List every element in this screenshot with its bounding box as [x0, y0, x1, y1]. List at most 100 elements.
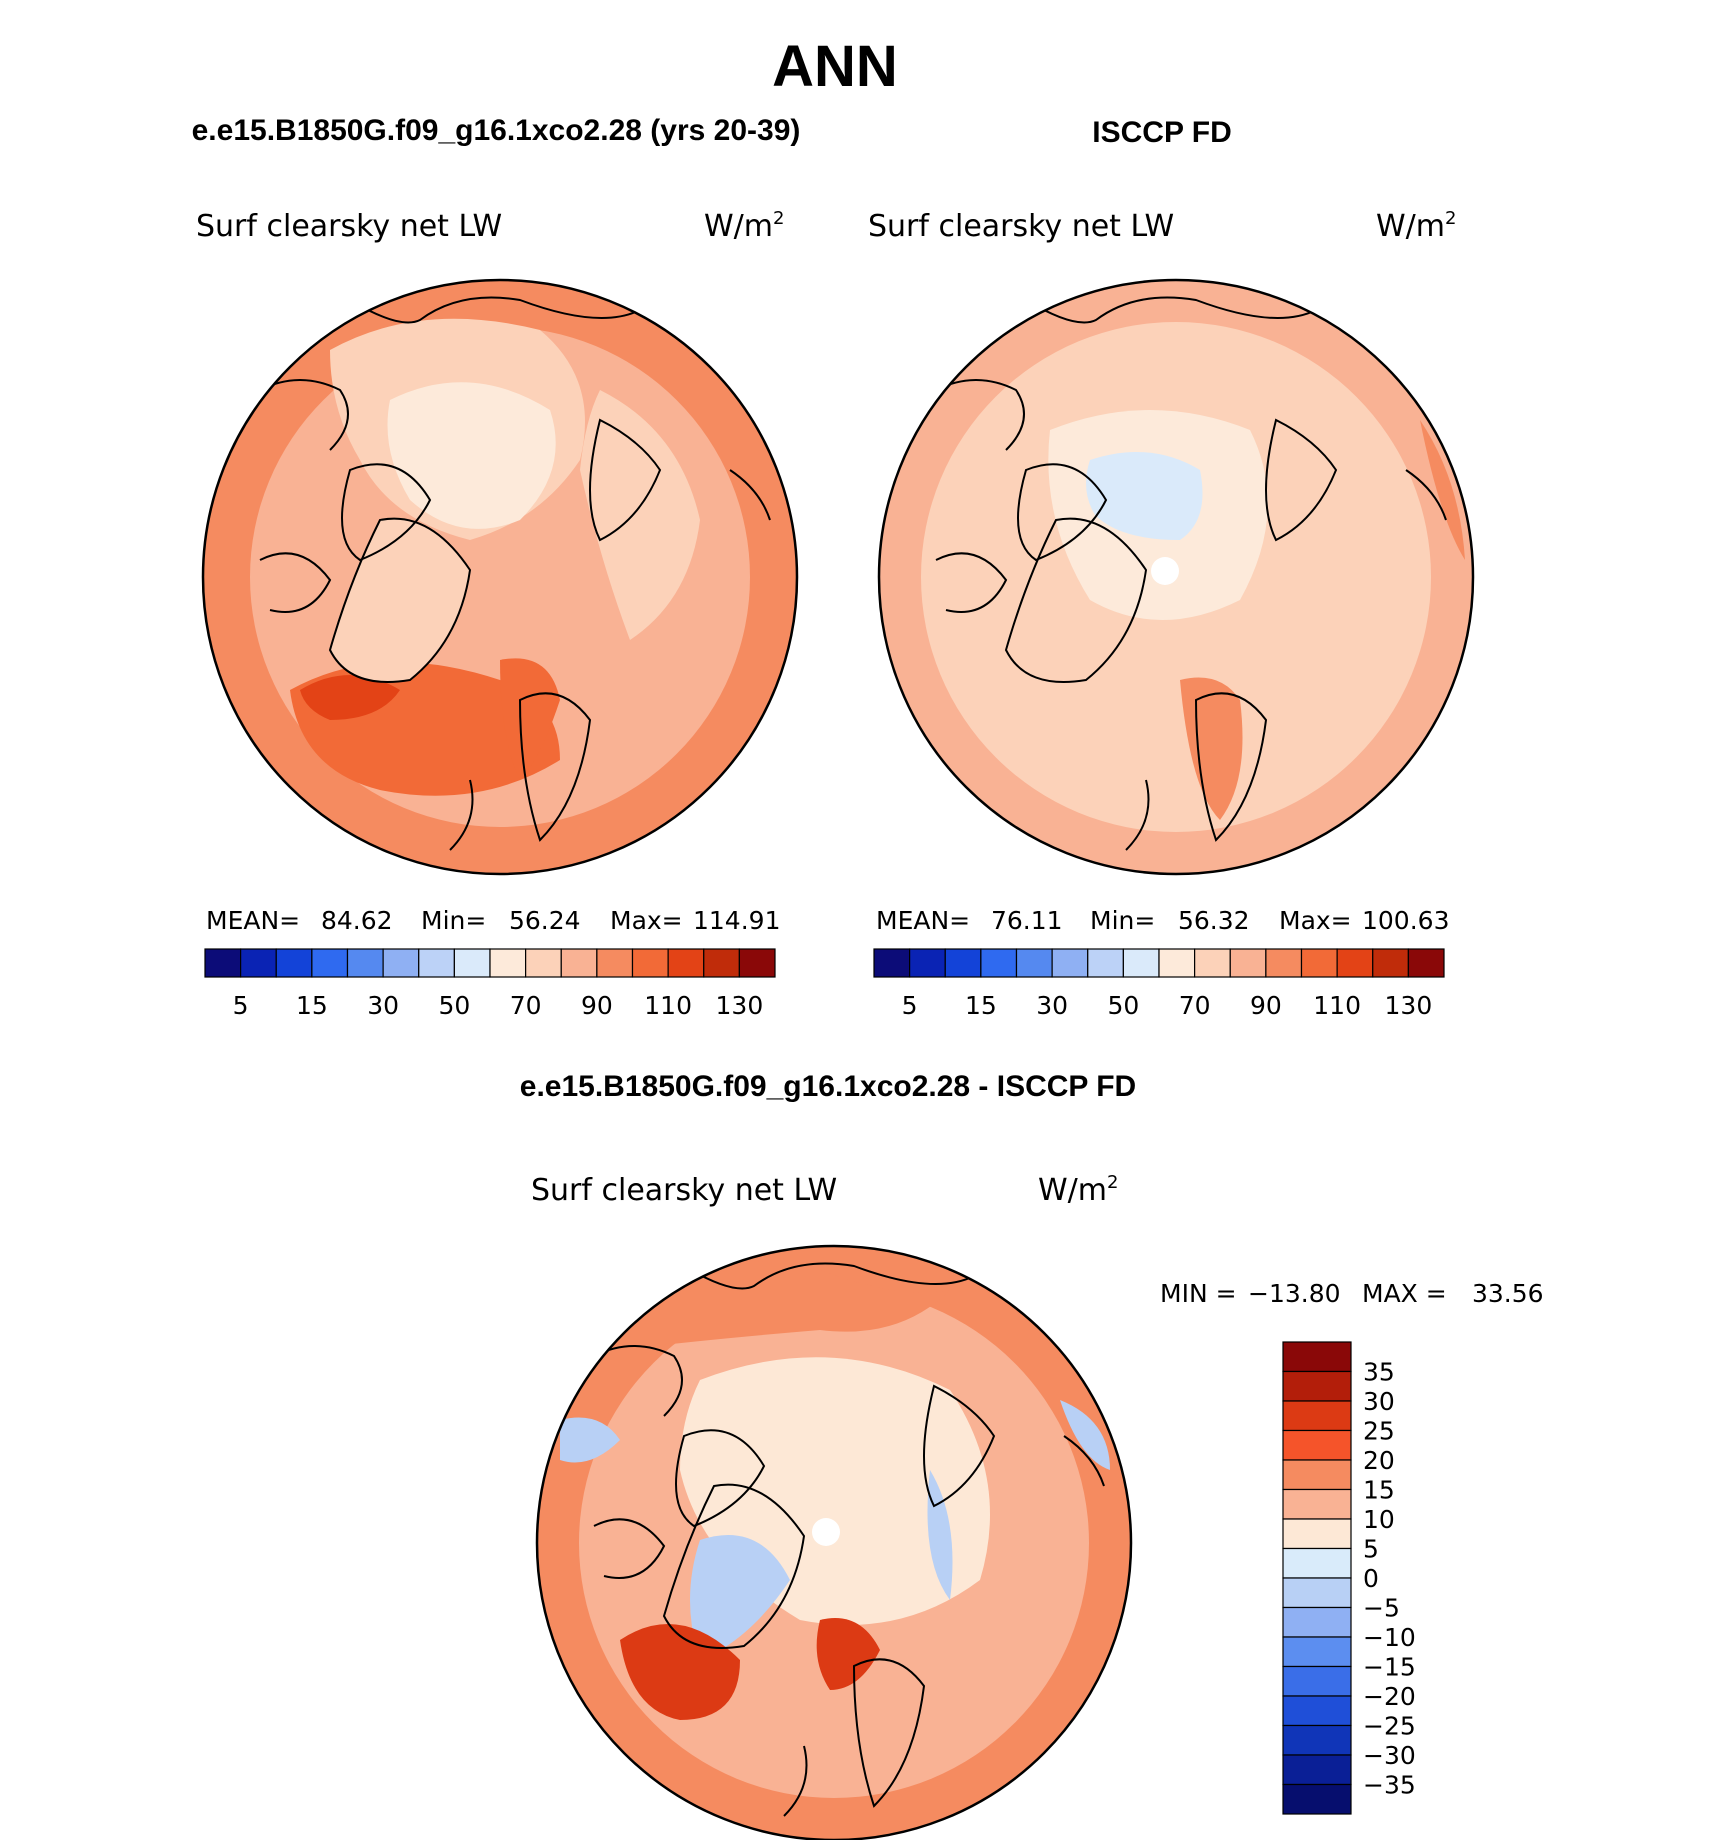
colorbar-swatch [1158, 948, 1196, 978]
panel-diff-units: W/m2 [1038, 1172, 1118, 1208]
colorbar-tick-label: 5 [233, 991, 249, 1020]
panel-diff-colorbar [1282, 1341, 1352, 1815]
panel-model-colorbar-ticks: 5 15 30 50 70 90 110 130 [233, 991, 764, 1020]
panel-obs-units: W/m2 [1376, 208, 1456, 244]
colorbar-tick-label: −20 [1363, 1682, 1416, 1711]
colorbar-tick-label: 35 [1363, 1358, 1395, 1387]
panel-obs-colorbar [873, 948, 1445, 978]
colorbar-tick-label: −15 [1363, 1653, 1416, 1682]
colorbar-tick-label: −25 [1363, 1712, 1416, 1741]
colorbar-swatch [909, 948, 946, 978]
colorbar-swatch [1015, 948, 1053, 978]
diff-max-label: MAX = [1362, 1279, 1447, 1308]
colorbar-swatch [1282, 1518, 1352, 1550]
diff-min-value: −13.80 [1248, 1279, 1341, 1308]
colorbar-tick-label: 30 [367, 991, 399, 1020]
colorbar-tick-label: 50 [1107, 991, 1139, 1020]
panel-model-variable: Surf clearsky net LW [196, 209, 502, 244]
panel-obs-map [879, 280, 1473, 874]
colorbar-tick-label: 110 [644, 991, 692, 1020]
panel-obs-colorbar-ticks: 5 15 30 50 70 90 110 130 [902, 991, 1433, 1020]
panel-obs: ISCCP FD Surf clearsky net LW W/m2 [868, 116, 1475, 1020]
colorbar-swatch [1265, 948, 1303, 978]
map2-region-low-patch [1086, 452, 1203, 540]
colorbar-swatch [1282, 1370, 1352, 1402]
map3-region-norwegian-anomaly [816, 1618, 880, 1690]
colorbar-swatch [525, 948, 562, 978]
colorbar-tick-label: −5 [1363, 1594, 1400, 1623]
map1-coastlines [259, 296, 771, 851]
colorbar-swatch [1407, 948, 1445, 978]
colorbar-swatch [560, 948, 598, 978]
colorbar-swatch [631, 948, 669, 978]
colorbar-tick-label: 25 [1363, 1417, 1395, 1446]
stat-min-value: 56.24 [509, 906, 581, 935]
stat-mean-value: 76.11 [991, 906, 1063, 935]
colorbar-swatch [1282, 1429, 1352, 1461]
colorbar-swatch [944, 948, 982, 978]
colorbar-swatch [1336, 948, 1374, 978]
panel-model-title: e.e15.B1850G.f09_g16.1xco2.28 (yrs 20-39… [192, 114, 801, 147]
map2-boundary [877, 278, 1475, 876]
colorbar-swatch [489, 948, 527, 978]
colorbar-swatch [1282, 1695, 1352, 1727]
map1-region-central-arctic [387, 382, 556, 529]
colorbar-tick-label: −35 [1363, 1771, 1416, 1800]
colorbar-tick-label: 90 [581, 991, 613, 1020]
colorbar-tick-label: 15 [1363, 1476, 1395, 1505]
colorbar-swatch [1372, 948, 1409, 978]
panel-model-map [203, 280, 797, 874]
colorbar-swatch [667, 948, 705, 978]
colorbar-swatch [382, 948, 420, 978]
colorbar-swatch [1282, 1636, 1352, 1668]
colorbar-swatch [1122, 948, 1160, 978]
map3-region-negative-patch-pacific [1060, 1400, 1110, 1470]
colorbar-swatch [873, 948, 911, 978]
stat-max-value: 100.63 [1362, 906, 1449, 935]
colorbar-tick-label: 30 [1036, 991, 1068, 1020]
colorbar-tick-label: 15 [296, 991, 328, 1020]
panel-diff-title: e.e15.B1850G.f09_g16.1xco2.28 - ISCCP FD [520, 1070, 1136, 1103]
colorbar-swatch [1087, 948, 1124, 978]
panel-model-units: W/m2 [704, 208, 784, 244]
colorbar-swatch [1300, 948, 1338, 978]
colorbar-swatch [738, 948, 776, 978]
diff-max-value: 33.56 [1472, 1279, 1544, 1308]
colorbar-tick-label: −10 [1363, 1623, 1416, 1652]
colorbar-tick-label: 5 [902, 991, 918, 1020]
panel-diff-minmax: MIN = −13.80 MAX = 33.56 [1160, 1279, 1544, 1308]
diff-min-label: MIN = [1160, 1279, 1237, 1308]
colorbar-tick-label: 70 [1179, 991, 1211, 1020]
colorbar-swatch [1194, 948, 1231, 978]
colorbar-swatch [1282, 1724, 1352, 1756]
colorbar-swatch [1282, 1606, 1352, 1638]
colorbar-tick-label: 15 [965, 991, 997, 1020]
colorbar-swatch [1282, 1577, 1352, 1609]
colorbar-swatch [1282, 1665, 1352, 1697]
colorbar-swatch [1051, 948, 1089, 978]
stat-min-label: Min= [1090, 906, 1155, 935]
stat-min-value: 56.32 [1178, 906, 1250, 935]
map3-boundary [535, 1244, 1133, 1840]
colorbar-tick-label: 10 [1363, 1505, 1395, 1534]
colorbar-swatch [1282, 1488, 1352, 1520]
colorbar-swatch [1282, 1783, 1352, 1815]
stat-max-label: Max= [1279, 906, 1352, 935]
colorbar-swatch [1282, 1400, 1352, 1432]
colorbar-swatch [311, 948, 349, 978]
main-title: ANN [772, 34, 898, 99]
map1-boundary [201, 278, 799, 876]
panel-model-stats: MEAN= 84.62 Min= 56.24 Max= 114.91 [206, 906, 780, 935]
colorbar-tick-label: −30 [1363, 1741, 1416, 1770]
colorbar-swatch [980, 948, 1018, 978]
colorbar-swatch [204, 948, 242, 978]
map1-region-siberia [580, 390, 700, 640]
map3-coastlines [593, 1262, 1105, 1817]
map1-region-greenland [330, 518, 470, 682]
colorbar-swatch [1282, 1459, 1352, 1491]
stat-mean-value: 84.62 [321, 906, 393, 935]
stat-mean-label: MEAN= [206, 906, 300, 935]
map1-region-north-atlantic-core [300, 675, 400, 720]
